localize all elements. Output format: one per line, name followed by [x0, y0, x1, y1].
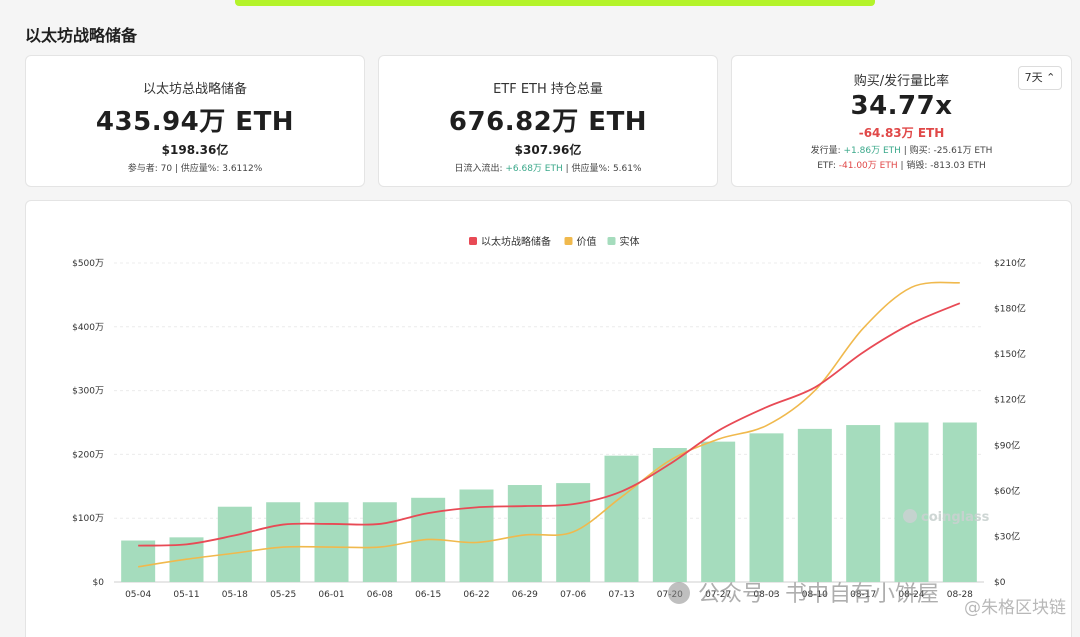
coinglass-logo-icon [903, 509, 917, 523]
x-axis-tick: 08-10 [802, 590, 828, 600]
x-axis-tick: 07-13 [608, 590, 634, 600]
reserve-card-usd: $198.36亿 [161, 143, 229, 157]
x-axis-tick: 05-11 [173, 590, 199, 600]
legend-label: 价值 [577, 235, 597, 248]
etf-label: ETF: [817, 161, 839, 171]
bar-entities [894, 422, 929, 582]
coinglass-watermark: coinglass [921, 510, 990, 525]
etf-card-title: ETF ETH 持仓总量 [493, 82, 603, 97]
bar-entities [749, 433, 784, 582]
top-accent-bar [235, 0, 875, 6]
period-select[interactable]: 7天 ⌃ [1018, 66, 1062, 90]
left-axis-tick: $400万 [72, 323, 104, 333]
bar-entities [459, 489, 494, 582]
etf-flow-value: +6.68万 ETH [505, 164, 563, 174]
reserve-line [138, 302, 961, 547]
x-axis-tick: 08-24 [898, 590, 924, 600]
bar-entities [362, 502, 397, 582]
bar-entities [314, 502, 349, 582]
left-axis-tick: $300万 [72, 387, 104, 397]
etf-value: -41.00万 ETH [838, 161, 898, 171]
x-axis-tick: 07-27 [705, 590, 731, 600]
left-axis-tick: $200万 [72, 450, 104, 460]
x-axis-tick: 06-01 [318, 590, 344, 600]
value-line [138, 281, 960, 568]
reserve-card-amount: 435.94万 ETH [95, 107, 295, 137]
legend-swatch [607, 237, 616, 245]
x-axis-tick: 06-22 [463, 590, 489, 600]
bar-entities [266, 502, 301, 582]
bar-entities [701, 441, 736, 582]
bar-entities [604, 455, 639, 582]
left-axis-tick: $500万 [72, 259, 104, 269]
reserve-card-meta: 参与者: 70 | 供应量%: 3.6112% [127, 164, 263, 174]
left-axis-tick: $100万 [72, 514, 104, 524]
legend-label: 以太坊战略储备 [481, 235, 551, 248]
bar-entities [942, 422, 977, 582]
left-axis-tick: $0 [93, 578, 105, 588]
ratio-card-etf-line: ETF: -41.00万 ETH | 销毁: -813.03 ETH [732, 158, 1071, 171]
x-axis-tick: 06-15 [415, 590, 441, 600]
reserve-card-title: 以太坊总战略储备 [142, 82, 247, 97]
corner-watermark: @朱格区块链 [964, 598, 1066, 618]
right-axis-tick: $0 [994, 578, 1006, 588]
x-axis-tick: 08-03 [753, 590, 779, 600]
x-axis-tick: 05-25 [270, 590, 296, 600]
chart-card: $0 $100万 $200万 $300万 $400万 $500万 $0 $30亿 $60亿 $90… [25, 200, 1072, 637]
right-axis-tick: $150亿 [994, 348, 1026, 360]
bar-entities [217, 506, 252, 582]
ratio-card-change: -64.83万 ETH [858, 126, 945, 140]
x-axis-tick: 05-18 [222, 590, 248, 600]
right-axis-tick: $90亿 [994, 439, 1020, 451]
right-axis-tick: $180亿 [994, 303, 1026, 315]
right-axis-tick: $210亿 [994, 257, 1026, 269]
x-axis-tick: 08-17 [850, 590, 876, 600]
bar-entities [846, 425, 881, 582]
page-title: 以太坊战略储备 [25, 26, 138, 45]
etf-card-meta: 日流入流出: +6.68万 ETH | 供应量%: 5.61% [379, 161, 717, 174]
bar-entities [507, 485, 542, 582]
right-axis-tick: $30亿 [994, 530, 1020, 542]
bar-entities [121, 540, 156, 582]
x-axis-tick: 06-08 [367, 590, 393, 600]
issue-value: +1.86万 ETH [843, 146, 901, 156]
reserve-card: 以太坊总战略储备 435.94万 ETH $198.36亿 参与者: 70 | … [25, 55, 365, 187]
legend-swatch [469, 237, 477, 245]
bar-entities [797, 428, 832, 582]
etf-card-amount: 676.82万 ETH [448, 107, 648, 137]
x-axis-tick: 07-06 [560, 590, 586, 600]
x-axis-tick: 05-04 [125, 590, 151, 600]
etf-card: ETF ETH 持仓总量 676.82万 ETH $307.96亿 日流入流出:… [378, 55, 718, 187]
chevron-updown-icon: ⌃ [1046, 71, 1056, 84]
reserve-chart: $0 $100万 $200万 $300万 $400万 $500万 $0 $30亿 $60亿 $90… [72, 235, 1066, 618]
period-label: 7天 [1024, 71, 1043, 84]
wechat-icon [668, 582, 690, 604]
etf-supply: | 供应量%: 5.61% [562, 164, 642, 174]
right-axis-tick: $120亿 [994, 394, 1026, 406]
ratio-card-value: 34.77x [850, 91, 953, 121]
ratio-card-title: 购买/发行量比率 [853, 74, 950, 89]
burn-value: | 销毁: -813.03 ETH [897, 161, 986, 171]
right-axis-tick: $60亿 [994, 485, 1020, 497]
x-axis-tick: 08-28 [947, 590, 973, 600]
buy-value: | 购买: -25.61万 ETH [900, 146, 993, 156]
ratio-card-issue-line: 发行量: +1.86万 ETH | 购买: -25.61万 ETH [732, 143, 1071, 156]
etf-flow-label: 日流入流出: [454, 164, 506, 174]
etf-card-usd: $307.96亿 [514, 143, 582, 157]
issue-label: 发行量: [810, 146, 844, 156]
wechat-watermark: 公众号 · 书中自有小饼屋 [698, 582, 939, 607]
legend-label: 实体 [620, 235, 640, 248]
x-axis-tick: 06-29 [512, 590, 538, 600]
legend-swatch [564, 237, 573, 245]
ratio-card: 购买/发行量比率 34.77x -64.83万 ETH 发行量: +1.86万 … [731, 55, 1072, 187]
